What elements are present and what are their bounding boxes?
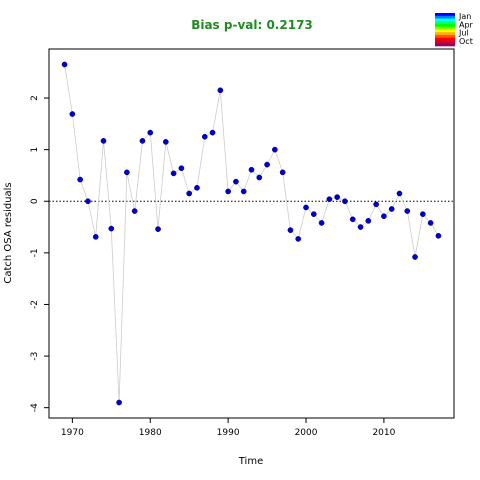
data-point (334, 194, 341, 200)
data-point (287, 227, 294, 233)
data-point (388, 206, 395, 212)
data-point (217, 87, 224, 94)
plot-frame (48, 48, 455, 419)
data-point (61, 61, 68, 68)
data-point (194, 184, 200, 191)
data-point (342, 198, 348, 205)
legend-color-swatch (435, 24, 455, 28)
data-point (124, 169, 130, 176)
y-tick-label: -2 (30, 300, 40, 309)
data-point (419, 211, 426, 217)
data-point (155, 226, 161, 232)
data-point (310, 211, 317, 217)
data-point (349, 216, 356, 223)
legend-label: Oct (459, 37, 473, 46)
legend-color-swatch (435, 18, 455, 22)
legend-color-swatch (435, 43, 455, 47)
data-point (248, 166, 255, 173)
legend-label: Jul (458, 29, 469, 38)
data-point (279, 169, 286, 176)
chart-title: Bias p-val: 0.2173 (191, 18, 313, 32)
data-point (186, 190, 193, 197)
data-point (131, 208, 138, 214)
data-point (233, 178, 239, 185)
data-point (139, 138, 146, 144)
data-point (209, 129, 216, 136)
data-point (116, 399, 122, 406)
data-point (77, 176, 84, 183)
y-tick-label: 1 (30, 147, 40, 153)
data-point (373, 201, 379, 208)
data-point (295, 236, 302, 242)
data-point (412, 254, 418, 260)
legend-color-swatch (435, 37, 455, 41)
legend-color-swatch (435, 29, 455, 33)
x-tick-label: 1980 (139, 428, 162, 438)
data-point (427, 220, 434, 226)
residual-series-points (61, 61, 442, 406)
data-point (326, 196, 333, 203)
data-point (100, 138, 107, 144)
data-point (303, 204, 309, 211)
legend-label: Jan (458, 12, 471, 21)
data-point (147, 129, 154, 136)
legend-color-swatch (435, 26, 455, 30)
data-point (170, 170, 177, 177)
y-axis-label: Catch OSA residuals (3, 182, 14, 283)
data-point (69, 111, 76, 117)
y-axis: -4 -3 -2 -1 0 1 2 (30, 95, 49, 412)
data-point (178, 165, 185, 172)
legend-color-swatch (435, 40, 455, 44)
data-point (162, 139, 169, 145)
data-point (85, 198, 91, 205)
x-tick-label: 1970 (61, 428, 84, 438)
x-axis-label: Time (238, 456, 263, 467)
data-point (381, 213, 387, 220)
legend-label: Apr (459, 20, 474, 29)
data-point (201, 133, 208, 140)
data-point (365, 218, 372, 224)
y-tick-label: 0 (30, 198, 40, 204)
y-tick-label: -1 (30, 248, 40, 257)
data-point (435, 232, 442, 239)
data-point (396, 190, 403, 197)
legend-color-swatch (435, 15, 455, 19)
residual-series-line (64, 64, 439, 403)
data-point (256, 174, 263, 181)
y-tick-label: -4 (30, 403, 40, 412)
x-tick-label: 2000 (295, 428, 318, 438)
data-point (357, 224, 364, 230)
legend-color-swatch (435, 35, 455, 39)
legend-color-swatch (435, 32, 455, 36)
data-point (272, 146, 278, 153)
data-point (404, 208, 411, 214)
x-axis: 1970 1980 1990 2000 2010 (61, 418, 396, 438)
y-tick-label: 2 (30, 95, 40, 101)
legend-color-swatch (435, 13, 455, 17)
data-point (264, 161, 270, 168)
x-tick-label: 1990 (217, 428, 240, 438)
series-path (64, 64, 439, 403)
data-point (108, 225, 115, 232)
y-tick-label: -3 (30, 352, 40, 361)
legend-color-swatch (435, 21, 455, 25)
data-point (225, 188, 231, 195)
data-point (318, 220, 325, 226)
x-tick-label: 2010 (372, 428, 395, 438)
data-point (92, 234, 99, 240)
data-point (240, 188, 247, 195)
